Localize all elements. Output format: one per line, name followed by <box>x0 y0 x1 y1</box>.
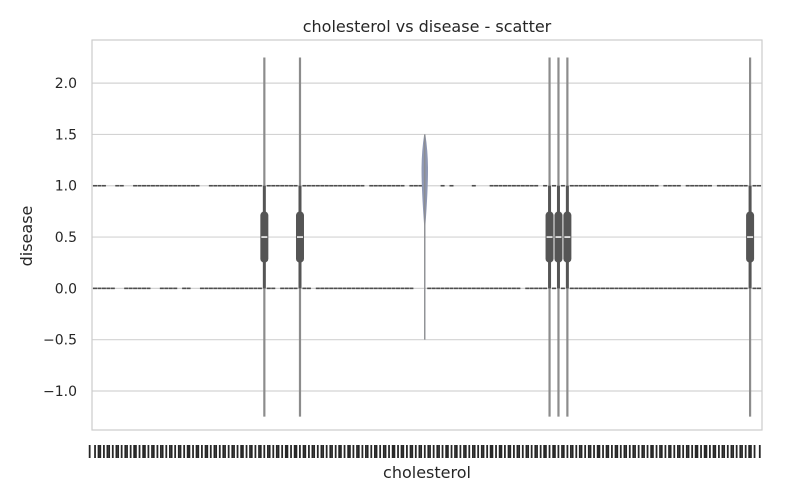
x-tick-label: ǀǀǀ <box>506 444 522 459</box>
x-tick-label: ǀǀǀ <box>533 444 549 459</box>
x-tick-label: ǀǀǀ <box>452 444 468 459</box>
x-tick-label: ǀǀǀ <box>622 444 638 459</box>
violin-solo <box>421 134 428 340</box>
data-marks <box>92 184 762 290</box>
x-tick-label: ǀǀǀ <box>212 444 228 459</box>
x-tick-label: ǀǀǀ <box>230 444 246 459</box>
violins <box>260 57 755 417</box>
x-tick-label: ǀǀǀ <box>720 444 736 459</box>
x-tick-label: ǀǀǀ <box>87 444 103 459</box>
x-tick-label: ǀǀǀ <box>738 444 754 459</box>
x-tick-labels: ǀǀǀǀǀǀǀǀǀǀǀǀǀǀǀǀǀǀǀǀǀǀǀǀǀǀǀǀǀǀǀǀǀǀǀǀǀǀǀǀ… <box>87 444 763 459</box>
chart-title: cholesterol vs disease - scatter <box>303 17 552 36</box>
x-tick-label: ǀǀǀ <box>363 444 379 459</box>
y-tick-label: 2.0 <box>55 76 77 92</box>
y-tick-label: −1.0 <box>43 384 77 400</box>
x-tick-label: ǀǀǀ <box>693 444 709 459</box>
plot-frame <box>91 39 763 431</box>
x-tick-label: ǀǀǀ <box>345 444 361 459</box>
x-tick-label: ǀǀǀ <box>105 444 121 459</box>
x-tick-label: ǀǀǀ <box>265 444 281 459</box>
x-tick-label: ǀǀǀ <box>301 444 317 459</box>
x-tick-label: ǀǀǀ <box>604 444 620 459</box>
x-tick-label: ǀǀǀ <box>292 444 308 459</box>
x-tick-label: ǀǀǀ <box>444 444 460 459</box>
x-tick-label: ǀǀǀ <box>729 444 745 459</box>
x-tick-label: ǀǀǀ <box>239 444 255 459</box>
x-tick-label: ǀǀǀ <box>657 444 673 459</box>
x-tick-label: ǀǀǀ <box>256 444 272 459</box>
x-tick-label: ǀǀǀ <box>319 444 335 459</box>
x-tick-label: ǀǀǀ <box>221 444 237 459</box>
x-tick-label: ǀǀǀ <box>435 444 451 459</box>
x-tick-label: ǀǀǀ <box>274 444 290 459</box>
x-tick-label: ǀǀǀ <box>479 444 495 459</box>
x-tick-label: ǀǀǀ <box>595 444 611 459</box>
x-tick-label: ǀǀǀ <box>399 444 415 459</box>
x-tick-label: ǀǀǀ <box>649 444 665 459</box>
x-axis-label: cholesterol <box>383 463 471 482</box>
x-tick-label: ǀǀǀ <box>417 444 433 459</box>
x-tick-label: ǀǀǀ <box>203 444 219 459</box>
y-tick-label: 0.5 <box>55 230 77 246</box>
x-tick-label: ǀǀǀ <box>283 444 299 459</box>
x-tick-label: ǀǀǀ <box>167 444 183 459</box>
x-tick-label: ǀǀǀ <box>194 444 210 459</box>
x-tick-label: ǀǀǀ <box>640 444 656 459</box>
y-tick-labels: −1.0 −0.5 0.0 0.5 1.0 1.5 2.0 <box>43 76 77 400</box>
x-tick-label: ǀǀǀ <box>747 444 763 459</box>
x-tick-label: ǀǀǀ <box>426 444 442 459</box>
x-tick-label: ǀǀǀ <box>675 444 691 459</box>
x-tick-label: ǀǀǀ <box>470 444 486 459</box>
y-tick-label: 1.5 <box>55 127 77 143</box>
x-tick-label: ǀǀǀ <box>666 444 682 459</box>
y-tick-label: 1.0 <box>55 179 77 195</box>
x-tick-label: ǀǀǀ <box>515 444 531 459</box>
x-tick-label: ǀǀǀ <box>328 444 344 459</box>
x-tick-label: ǀǀǀ <box>96 444 112 459</box>
x-tick-label: ǀǀǀ <box>711 444 727 459</box>
plot-area <box>92 40 762 430</box>
x-tick-label: ǀǀǀ <box>408 444 424 459</box>
x-tick-label: ǀǀǀ <box>568 444 584 459</box>
x-tick-label: ǀǀǀ <box>390 444 406 459</box>
x-tick-label: ǀǀǀ <box>524 444 540 459</box>
x-tick-label: ǀǀǀ <box>381 444 397 459</box>
x-tick-label: ǀǀǀ <box>372 444 388 459</box>
x-tick-label: ǀǀǀ <box>488 444 504 459</box>
x-tick-label: ǀǀǀ <box>185 444 201 459</box>
x-tick-label: ǀǀǀ <box>310 444 326 459</box>
x-tick-label: ǀǀǀ <box>337 444 353 459</box>
x-tick-label: ǀǀǀ <box>114 444 130 459</box>
x-tick-label: ǀǀǀ <box>613 444 629 459</box>
y-axis-label: disease <box>17 206 36 267</box>
y-tick-label: 0.0 <box>55 281 77 297</box>
x-tick-label: ǀǀǀ <box>577 444 593 459</box>
x-tick-label: ǀǀǀ <box>354 444 370 459</box>
x-tick-label: ǀǀǀ <box>559 444 575 459</box>
x-tick-label: ǀǀǀ <box>158 444 174 459</box>
x-tick-label: ǀǀǀ <box>542 444 558 459</box>
x-tick-label: ǀǀǀ <box>132 444 148 459</box>
x-tick-label: ǀǀǀ <box>684 444 700 459</box>
x-tick-label: ǀǀǀ <box>497 444 513 459</box>
x-tick-label: ǀǀǀ <box>702 444 718 459</box>
x-tick-label: ǀǀǀ <box>149 444 165 459</box>
x-tick-label: ǀǀǀ <box>123 444 139 459</box>
x-tick-label: ǀǀǀ <box>176 444 192 459</box>
x-tick-label: ǀǀǀ <box>631 444 647 459</box>
x-tick-label: ǀǀǀ <box>586 444 602 459</box>
y-tick-label: −0.5 <box>43 333 77 349</box>
x-tick-label: ǀǀǀ <box>550 444 566 459</box>
x-tick-label: ǀǀǀ <box>461 444 477 459</box>
x-tick-label: ǀǀǀ <box>247 444 263 459</box>
x-tick-label: ǀǀǀ <box>140 444 156 459</box>
